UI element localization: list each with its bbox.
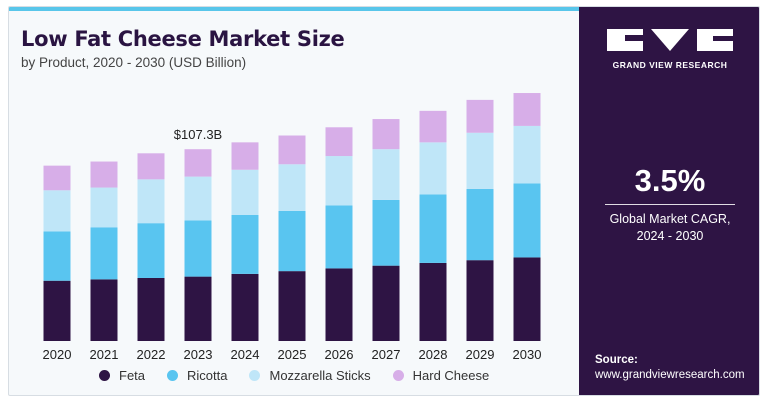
bar-segment-ricotta-2021: [90, 227, 118, 280]
x-tick-label: 2021: [90, 347, 119, 362]
legend-item-mozzarella-sticks: Mozzarella Sticks: [249, 368, 371, 383]
x-tick-label: 2029: [466, 347, 495, 362]
bar-segment-hard-cheese-2025: [278, 135, 306, 165]
bar-segment-mozzarella-sticks-2023: [184, 176, 212, 221]
chart-title: Low Fat Cheese Market Size: [21, 27, 345, 51]
brand-name: GRAND VIEW RESEARCH: [612, 60, 728, 70]
cagr-label: Global Market CAGR, 2024 - 2030: [579, 211, 759, 245]
bar-segment-ricotta-2029: [466, 188, 494, 261]
bar-segment-hard-cheese-2027: [372, 119, 400, 150]
bar-segment-feta-2022: [137, 277, 165, 341]
bar-segment-ricotta-2022: [137, 223, 165, 278]
side-panel: GRAND VIEW RESEARCH 3.5% Global Market C…: [579, 7, 759, 395]
bar-segment-feta-2029: [466, 260, 494, 341]
value-annotation: $107.3B: [174, 127, 222, 142]
bar-segment-hard-cheese-2024: [231, 142, 259, 170]
x-tick-label: 2022: [137, 347, 166, 362]
x-tick-label: 2025: [278, 347, 307, 362]
x-tick-label: 2026: [325, 347, 354, 362]
legend-label: Ricotta: [187, 368, 228, 383]
bar-segment-hard-cheese-2026: [325, 127, 353, 157]
legend-swatch-mozzarella-sticks: [249, 370, 261, 381]
bar-segment-feta-2024: [231, 273, 259, 341]
x-tick-label: 2023: [184, 347, 213, 362]
bar-segment-mozzarella-sticks-2021: [90, 187, 118, 228]
bar-segment-hard-cheese-2028: [419, 110, 447, 143]
accent-bar: [9, 7, 579, 11]
bar-segment-ricotta-2030: [513, 183, 541, 258]
bar-segment-ricotta-2025: [278, 210, 306, 272]
bar-segment-ricotta-2020: [43, 231, 71, 281]
bar-segment-feta-2030: [513, 257, 541, 341]
bar-segment-hard-cheese-2029: [466, 99, 494, 133]
bar-segment-mozzarella-sticks-2026: [325, 156, 353, 206]
source-label: Source:: [595, 354, 638, 366]
chart-legend: Feta Ricotta Mozzarella Sticks Hard Chee…: [99, 368, 511, 383]
cagr-label-line1: Global Market CAGR,: [609, 212, 731, 226]
bar-segment-feta-2025: [278, 271, 306, 341]
bar-segment-ricotta-2028: [419, 194, 447, 263]
bar-segment-hard-cheese-2022: [137, 153, 165, 180]
chart-subtitle: by Product, 2020 - 2030 (USD Billion): [21, 55, 247, 70]
bar-segment-feta-2021: [90, 279, 118, 341]
legend-label: Hard Cheese: [412, 368, 490, 383]
cagr-value: 3.5%: [634, 163, 706, 198]
bar-segment-feta-2020: [43, 280, 71, 341]
chart-card: Low Fat Cheese Market Size by Product, 2…: [8, 6, 760, 396]
legend-swatch-feta: [99, 370, 110, 381]
bar-segment-mozzarella-sticks-2029: [466, 132, 494, 189]
bar-segment-hard-cheese-2030: [513, 93, 541, 126]
bar-segment-mozzarella-sticks-2028: [419, 142, 447, 195]
legend-swatch-ricotta: [167, 370, 179, 381]
x-tick-label: 2020: [43, 347, 72, 362]
x-tick-label: 2024: [231, 347, 260, 362]
legend-swatch-hard-cheese: [392, 370, 404, 381]
bar-segment-mozzarella-sticks-2022: [137, 179, 165, 224]
bar-segment-feta-2023: [184, 276, 212, 341]
divider: [605, 204, 735, 205]
bar-segment-mozzarella-sticks-2020: [43, 190, 71, 232]
bar-segment-hard-cheese-2021: [90, 161, 118, 188]
bar-segment-mozzarella-sticks-2025: [278, 164, 306, 211]
bar-segment-mozzarella-sticks-2024: [231, 169, 259, 215]
x-tick-label: 2028: [419, 347, 448, 362]
bar-segment-hard-cheese-2023: [184, 149, 212, 177]
bar-segment-mozzarella-sticks-2027: [372, 149, 400, 200]
cagr-label-line2: 2024 - 2030: [636, 229, 704, 243]
legend-label: Mozzarella Sticks: [269, 368, 371, 383]
x-tick-label: 2027: [372, 347, 401, 362]
brand-logo: GRAND VIEW RESEARCH: [607, 29, 733, 70]
bar-segment-hard-cheese-2020: [43, 165, 71, 191]
source: Source: www.grandviewresearch.com: [595, 353, 745, 383]
logo-icon: [607, 29, 733, 51]
x-tick-label: 2030: [513, 347, 542, 362]
stacked-bar-chart: 2020 2021 2022 $107.3B 2023 2024 2025 2026 2027 2…: [43, 93, 542, 362]
bar-segment-ricotta-2026: [325, 205, 353, 269]
bar-segment-mozzarella-sticks-2030: [513, 125, 541, 184]
legend-item-feta: Feta: [99, 368, 145, 383]
legend-label: Feta: [119, 368, 146, 383]
bar-segment-ricotta-2027: [372, 199, 400, 266]
legend-item-hard-cheese: Hard Cheese: [392, 368, 490, 383]
legend-item-ricotta: Ricotta: [167, 368, 227, 383]
bar-segment-feta-2027: [372, 265, 400, 341]
bar-segment-ricotta-2023: [184, 220, 212, 277]
source-url: www.grandviewresearch.com: [595, 369, 745, 381]
bar-segment-feta-2026: [325, 268, 353, 341]
bar-segment-ricotta-2024: [231, 214, 259, 274]
bar-segment-feta-2028: [419, 262, 447, 341]
